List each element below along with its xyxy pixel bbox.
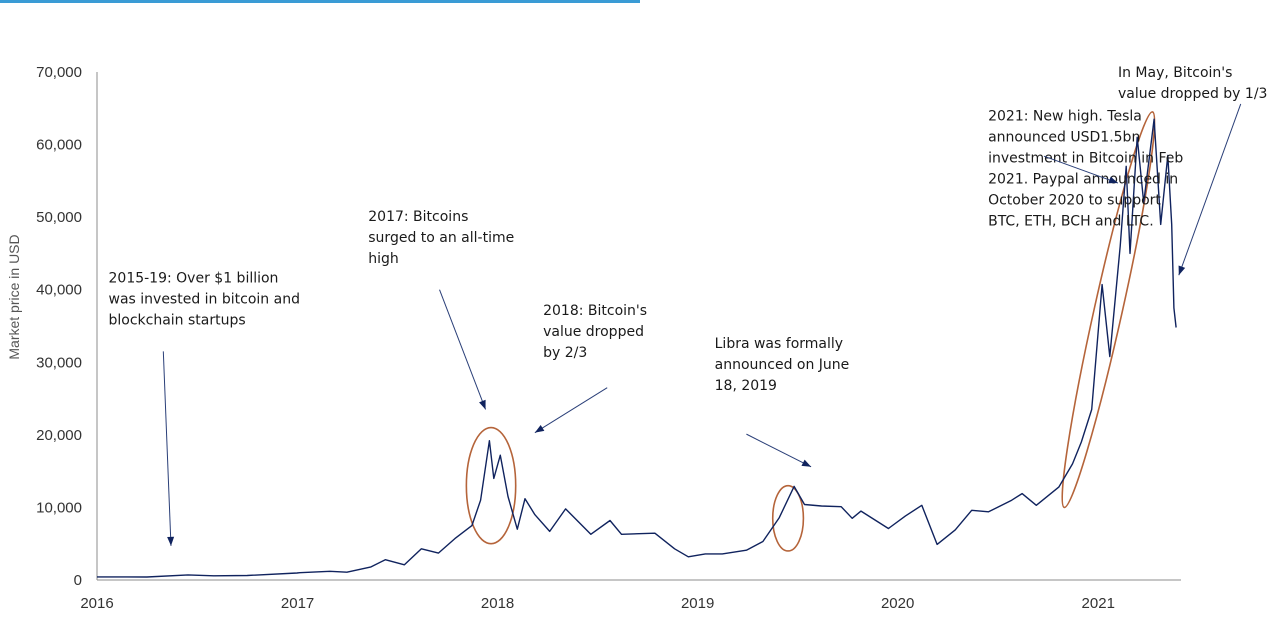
annotation-line: value dropped [543,324,644,340]
annotation-arrow [1043,155,1119,184]
annotation-line: 2021. Paypal announced in [988,172,1178,188]
annotation-line: 2015-19: Over $1 billion [109,270,279,286]
price-line [96,118,1177,578]
annotation: 2015-19: Over $1 billion was invested in … [109,270,300,546]
annotation: In May, Bitcoin's value dropped by 1/3 [1118,65,1267,276]
y-tick-label: 40,000 [36,282,82,299]
arrowhead [1108,176,1118,184]
annotation-text: In May, Bitcoin's value dropped by 1/3 [1118,65,1267,102]
annotation-line: blockchain startups [109,312,246,328]
annotation-text: 2015-19: Over $1 billion was invested in … [109,270,300,328]
annotation: 2021: New high. Tesla announced USD1.5bn i… [988,109,1183,230]
arrowhead [167,536,175,546]
title-accent-bar [0,0,640,3]
annotation-arrow [534,387,608,434]
highlight-ellipse [465,426,517,545]
annotation: 2017: Bitcoins surged to an all-time high [368,209,514,410]
annotation-line: announced USD1.5bn [988,130,1140,146]
y-axis-title-group: Market price in USD [6,234,22,359]
y-tick-label: 30,000 [36,354,82,371]
annotation-arrow [439,289,487,410]
annotation-line: 2021: New high. Tesla [988,109,1142,125]
y-axis-title: Market price in USD [6,234,22,359]
y-tick-label: 20,000 [36,427,82,444]
annotation-text: Libra was formally announced on June 18, 2… [715,336,850,394]
annotation-arrow [162,351,172,546]
annotation-line: October 2020 to support [988,193,1161,209]
annotation-text: 2018: Bitcoin's value dropped by 2/3 [543,303,647,361]
y-tick-label: 70,000 [36,64,82,81]
y-tick-label: 60,000 [36,137,82,154]
x-tick-label: 2018 [481,595,514,612]
annotation-line: high [368,251,399,267]
highlight-ellipses [465,426,805,552]
annotations: 2015-19: Over $1 billion was invested in … [109,65,1267,546]
annotation-line: surged to an all-time [368,230,514,246]
trend-highlight-group [1061,111,1156,509]
arrowhead [479,399,486,410]
trend-highlight-ellipse [1061,111,1156,509]
annotation-line: value dropped by 1/3 [1118,86,1267,102]
annotation-arrow [1178,103,1242,276]
annotation-line: was invested in bitcoin and [109,291,300,307]
annotation-line: Libra was formally [715,336,843,352]
x-tick-label: 2019 [681,595,714,612]
arrowhead [1178,265,1186,276]
annotation-line: In May, Bitcoin's [1118,65,1232,81]
annotation-text: 2021: New high. Tesla announced USD1.5bn i… [988,109,1183,230]
annotation: Libra was formally announced on June 18, 2… [715,336,850,468]
highlight-ellipse [771,484,805,552]
x-tick-label: 2016 [80,595,113,612]
annotation-arrow [746,433,812,468]
x-tick-labels: 2016 2017 2018 2019 2020 2021 [80,595,1115,612]
annotation-line: 18, 2019 [715,378,777,394]
x-tick-label: 2017 [281,595,314,612]
annotation-line: by 2/3 [543,345,587,361]
y-tick-label: 50,000 [36,209,82,226]
annotation-line: 2018: Bitcoin's [543,303,647,319]
x-tick-label: 2021 [1082,595,1115,612]
arrowhead [801,459,812,467]
annotation-line: investment in Bitcoin in Feb [988,151,1183,167]
x-tick-label: 2020 [881,595,914,612]
y-tick-labels: 0 10,000 20,000 30,000 40,000 50,000 60,000 70,… [36,64,82,589]
annotation: 2018: Bitcoin's value dropped by 2/3 [534,303,647,434]
y-tick-label: 10,000 [36,499,82,516]
annotation-line: 2017: Bitcoins [368,209,468,225]
y-tick-label: 0 [74,572,82,589]
arrowhead [534,424,545,433]
annotation-line: BTC, ETH, BCH and LTC. [988,214,1154,230]
annotation-text: 2017: Bitcoins surged to an all-time high [368,209,514,267]
annotation-line: announced on June [715,357,850,373]
